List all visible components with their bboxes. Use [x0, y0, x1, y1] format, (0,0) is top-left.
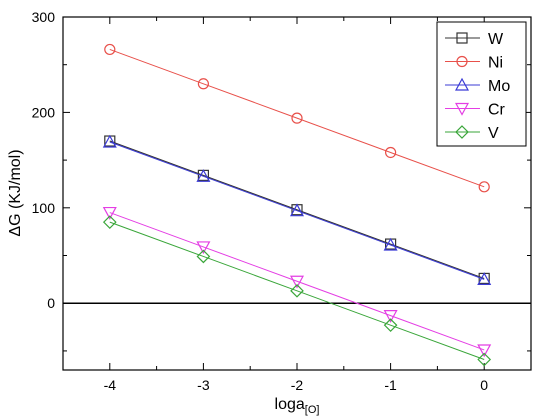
data-point-v	[102, 215, 117, 229]
legend-item-w: W	[445, 31, 504, 48]
legend-item-v: V	[445, 125, 499, 142]
legend-item-cr: Cr	[445, 102, 506, 119]
data-point-cr	[289, 275, 305, 289]
legend: W Ni Mo Cr V	[436, 21, 527, 147]
data-point-cr	[102, 206, 117, 220]
legend-label-mo: Mo	[488, 78, 510, 95]
legend-item-mo: Mo	[445, 77, 510, 95]
legend-marker-w	[456, 32, 468, 44]
data-point-ni	[291, 112, 303, 124]
x-tick-label: -4	[104, 377, 117, 393]
data-point-mo	[383, 237, 398, 251]
y-tick-label: 100	[32, 200, 56, 216]
data-point-ni	[104, 43, 116, 56]
x-tick-label: -3	[197, 377, 210, 393]
legend-marker-ni	[456, 55, 468, 68]
data-point-v	[196, 249, 211, 264]
x-axis: -4 -3 -2 -1 0	[62, 17, 532, 393]
data-point-v	[477, 352, 492, 367]
data-point-mo	[289, 203, 305, 217]
data-point-cr	[196, 241, 211, 255]
x-tick-label: 0	[480, 377, 488, 393]
legend-box	[436, 21, 527, 147]
data-point-mo	[196, 169, 211, 182]
data-point-ni	[197, 78, 209, 90]
legend-label-cr: Cr	[488, 102, 506, 119]
data-point-mo	[477, 272, 492, 285]
series-line-mo	[109, 141, 485, 280]
series-cr	[102, 206, 492, 358]
x-tick-label: -2	[291, 377, 304, 393]
x-axis-label-subscript: [O]	[305, 404, 320, 416]
x-tick-label: -1	[384, 377, 397, 393]
data-point-ni	[385, 146, 397, 159]
legend-label-v: V	[488, 125, 499, 142]
y-tick-label: 0	[47, 295, 55, 311]
series-line-ni	[109, 48, 485, 188]
series-ni	[104, 43, 490, 193]
x-axis-label: loga[O]	[275, 396, 320, 416]
legend-label-ni: Ni	[488, 55, 503, 72]
data-point-ni	[478, 181, 490, 193]
series-line-cr	[109, 212, 485, 351]
series-line-w	[109, 140, 485, 279]
series-line-v	[109, 221, 485, 360]
series-v	[102, 215, 492, 367]
y-axis-label: ΔG (KJ/mol)	[7, 149, 24, 236]
legend-marker-mo	[454, 77, 470, 91]
data-point-v	[290, 283, 304, 298]
y-axis: 0 100 200 300	[32, 9, 531, 352]
series-layer	[102, 43, 492, 367]
legend-label-w: W	[488, 31, 504, 48]
y-tick-label: 200	[32, 104, 56, 120]
x-axis-label-main: loga	[275, 396, 305, 413]
data-point-cr	[383, 310, 398, 323]
y-tick-label: 300	[32, 9, 56, 25]
series-mo	[102, 134, 492, 285]
data-point-cr	[477, 344, 492, 358]
data-point-mo	[102, 134, 117, 148]
legend-marker-cr	[454, 102, 470, 116]
legend-marker-v	[455, 125, 469, 139]
data-point-v	[383, 318, 398, 333]
legend-item-ni: Ni	[445, 55, 503, 72]
